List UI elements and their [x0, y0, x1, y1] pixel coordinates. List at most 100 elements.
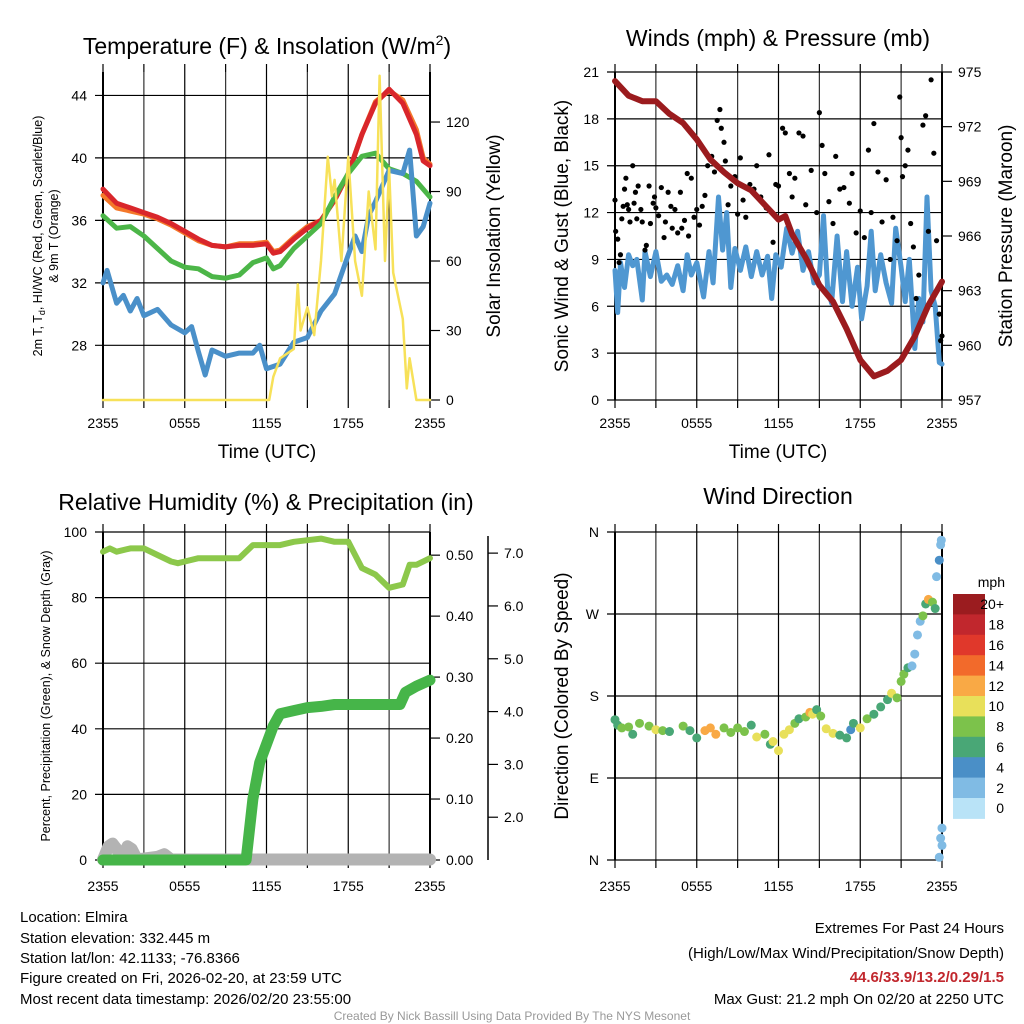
gust-point [627, 219, 633, 225]
gust-point [916, 272, 922, 278]
gust-point [613, 228, 619, 234]
gust-point [879, 219, 885, 225]
y-tick-label: 9 [591, 251, 599, 267]
gust-point [612, 197, 618, 203]
footer-recent-timestamp: Most recent data timestamp: 2026/02/20 2… [20, 991, 351, 1008]
gust-point [696, 222, 703, 228]
gust-point [675, 230, 681, 236]
pressure-tick-label: 969 [958, 173, 982, 189]
gust-point [865, 147, 872, 153]
x-tick-label: 1755 [845, 415, 876, 431]
gust-point [898, 135, 904, 141]
gust-point [634, 216, 640, 222]
insolation-tick-label: 0 [446, 392, 454, 408]
insolation-tick-label: 30 [446, 323, 462, 339]
y-tick-label: 60 [71, 655, 87, 671]
wind-direction-point [752, 732, 762, 742]
gust-point [725, 202, 731, 208]
x-tick-label: 2355 [926, 878, 957, 894]
humidity-panel-title: Relative Humidity (%) & Precipitation (i… [58, 489, 473, 515]
gust-point [933, 238, 940, 244]
gust-point [722, 158, 728, 164]
x-tick-label: 0555 [681, 415, 712, 431]
wind-direction-point [907, 661, 917, 671]
gust-point [685, 233, 692, 239]
gust-point [653, 205, 659, 211]
x-tick-label: 1155 [251, 878, 281, 894]
colorbar-label: 6 [996, 739, 1004, 755]
gust-point [789, 194, 795, 200]
gust-point [661, 234, 667, 241]
pressure-tick-label: 957 [958, 392, 982, 408]
colorbar-swatch [953, 675, 985, 697]
wind-direction-point [828, 728, 838, 738]
wind-direction-point [821, 724, 831, 734]
pressure-tick-label: 966 [958, 228, 982, 244]
precipitation-line [97, 674, 436, 866]
colorbar-label: 12 [988, 678, 1004, 694]
max-gust: Max Gust: 21.2 mph On 02/20 at 2250 UTC [714, 991, 1004, 1008]
series-hi-wc [100, 150, 433, 281]
precip-tick-label: 0.10 [446, 791, 473, 807]
wind-direction-point [719, 723, 729, 733]
wind-direction-point [617, 723, 627, 733]
gust-point [617, 252, 624, 258]
gust-point [822, 170, 828, 177]
gust-point [684, 170, 690, 177]
wind-direction-point [842, 733, 852, 743]
footer-latlon: Station lat/lon: 42.1133; -76.8366 [20, 950, 240, 967]
extremes-values: 44.6/33.9/13.2/0.29/1.5 [850, 969, 1004, 986]
gust-point [740, 197, 746, 203]
wind-direction-point [746, 720, 756, 730]
gust-point [833, 153, 839, 159]
wind-direction-point [644, 721, 654, 731]
y-tick-label: 6 [591, 298, 599, 314]
y-tick-label: S [590, 688, 599, 704]
series-2m-t [100, 86, 433, 256]
colorbar-label: 4 [996, 759, 1004, 775]
wind-direction-point [812, 705, 822, 715]
precip-tick-label: 0.50 [446, 547, 473, 563]
colorbar-label: 14 [988, 657, 1004, 673]
wind-direction-point [784, 725, 794, 735]
gust-point [717, 106, 723, 113]
gust-point [630, 163, 636, 169]
footer-created: Figure created on Fri, 2026-02-20, at 23… [20, 970, 342, 987]
snow-depth-tick-label: 2.0 [504, 809, 524, 825]
wind-direction-point [862, 714, 872, 724]
colorbar-swatch [953, 777, 985, 799]
y-tick-label: 100 [64, 524, 88, 540]
gust-point [899, 174, 906, 180]
gust-point [714, 117, 720, 124]
gust-point [651, 194, 658, 200]
gust-point [616, 259, 622, 266]
wind-direction-point [934, 852, 944, 862]
colorbar-swatch [953, 655, 985, 677]
y-tick-label: 28 [71, 337, 87, 353]
colorbar-label: 8 [996, 719, 1004, 735]
temperature-y-axis-label-line2: & 9m T (Orange) [47, 189, 61, 282]
wind-direction-panel-title: Wind Direction [703, 483, 853, 509]
gust-point [718, 125, 724, 131]
gust-point [737, 155, 743, 161]
gust-point [857, 208, 863, 214]
y-tick-label: 40 [71, 150, 87, 166]
gust-point [861, 234, 867, 241]
gust-point [871, 120, 877, 127]
colorbar-swatch [953, 634, 985, 656]
wind-direction-point [934, 555, 944, 565]
wind-direction-point [774, 746, 783, 756]
y-tick-label: 32 [71, 275, 87, 291]
wind-direction-point [733, 723, 743, 733]
gust-point [647, 220, 654, 227]
extremes-title: Extremes For Past 24 Hours [815, 920, 1004, 937]
y-tick-label: 20 [71, 786, 87, 802]
gust-point [853, 230, 859, 236]
winds-panel-title: Winds (mph) & Pressure (mb) [626, 25, 930, 51]
wind-direction-point [912, 630, 922, 640]
gust-point [894, 238, 900, 244]
gust-point [632, 189, 639, 195]
x-tick-label: 1155 [763, 878, 793, 894]
x-tick-label: 2355 [87, 878, 118, 894]
